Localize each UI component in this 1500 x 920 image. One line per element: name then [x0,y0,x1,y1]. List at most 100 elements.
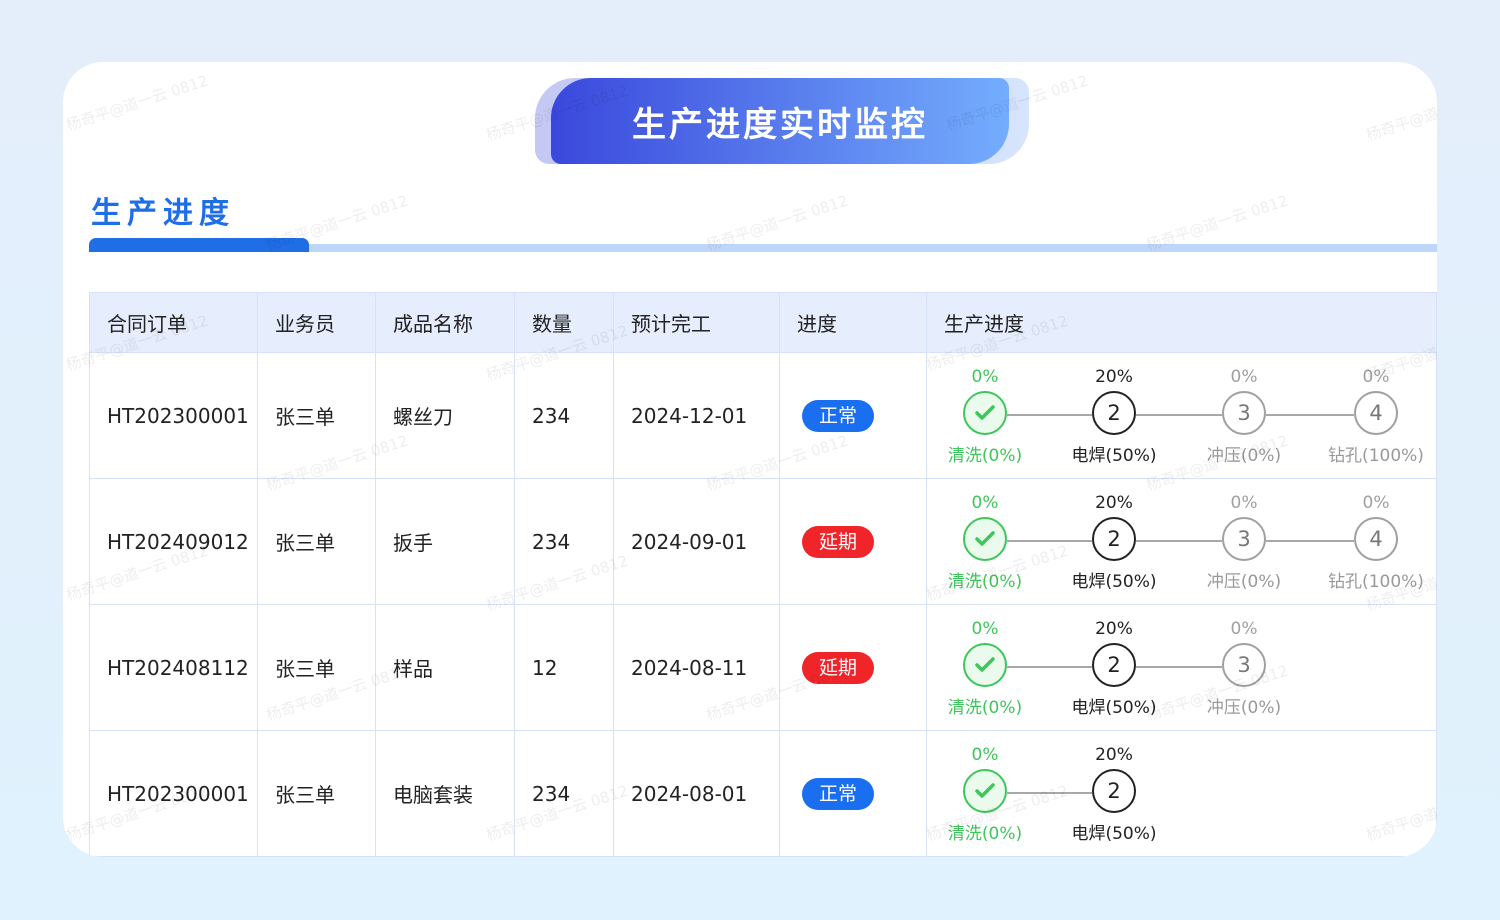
step-percent: 20% [1095,745,1133,765]
col-order: 合同订单 [89,292,258,353]
step-connector [1136,540,1222,542]
step-circle [963,391,1007,435]
step-circle [963,517,1007,561]
step-active: 20% 2 电焊(50%) [1049,367,1179,466]
step-circle: 2 [1092,769,1136,813]
col-product: 成品名称 [375,292,515,353]
check-icon [975,531,995,546]
step-circle: 2 [1092,391,1136,435]
step-circle: 4 [1354,391,1398,435]
step-done: 0% 清洗(0%) [920,493,1050,592]
status-badge: 延期 [802,651,874,684]
step-circle: 4 [1354,517,1398,561]
step-percent: 0% [1362,493,1390,513]
product-name: 螺丝刀 [375,352,515,479]
page-title: 生产进度实时监控 [551,78,1009,164]
check-icon [975,657,995,672]
step-pending: 0% 3 冲压(0%) [1179,367,1309,466]
step-percent: 0% [1230,493,1258,513]
order-number: HT202408112 [89,604,258,731]
status-cell: 正常 [779,730,927,857]
table-row: HT202409012 张三单 扳手 234 2024-09-01 延期 0% … [89,478,1437,605]
step-label: 冲压(0%) [1206,698,1282,718]
step-circle [963,769,1007,813]
due-date: 2024-08-11 [613,604,780,731]
step-percent: 0% [1362,367,1390,387]
check-icon [975,783,995,798]
table-header-row: 合同订单 业务员 成品名称 数量 预计完工 进度 生产进度 [89,292,1437,353]
step-connector [1266,540,1354,542]
product-name: 电脑套装 [375,730,515,857]
step-number: 4 [1369,527,1383,551]
step-label: 清洗(0%) [947,572,1023,592]
step-connector [1136,414,1222,416]
quantity: 234 [514,730,614,857]
step-number: 2 [1107,779,1121,803]
step-active: 20% 2 电焊(50%) [1049,745,1179,844]
status-badge: 正常 [802,399,874,432]
salesperson: 张三单 [257,352,376,479]
step-connector [1136,666,1222,668]
section-divider [89,244,1437,252]
section-title: 生产进度 [91,196,235,231]
step-connector [1007,792,1092,794]
steps-cell: 0% 清洗(0%) 20% 2 电焊(50%) [926,730,1437,857]
steps-cell: 0% 清洗(0%) 20% 2 电焊(50%) 0% 3 冲压(0%) 0% 4 钻孔… [926,478,1437,605]
quantity: 234 [514,478,614,605]
step-percent: 0% [971,493,999,513]
step-done: 0% 清洗(0%) [920,367,1050,466]
watermark: 杨奇平@道一云 0812 [1363,82,1437,145]
step-label: 电焊(50%) [1071,446,1157,466]
step-pending: 0% 4 钻孔(100%) [1311,493,1437,592]
step-label: 钻孔(100%) [1328,446,1424,466]
step-number: 3 [1237,653,1251,677]
step-circle [963,643,1007,687]
step-percent: 0% [971,619,999,639]
product-name: 样品 [375,604,515,731]
step-pending: 0% 3 冲压(0%) [1179,493,1309,592]
step-circle: 3 [1222,643,1266,687]
step-connector [1007,414,1092,416]
step-percent: 20% [1095,493,1133,513]
step-connector [1007,666,1092,668]
status-badge: 正常 [802,777,874,810]
status-cell: 延期 [779,478,927,605]
step-circle: 3 [1222,391,1266,435]
step-number: 3 [1237,401,1251,425]
step-number: 2 [1107,653,1121,677]
step-pending: 0% 3 冲压(0%) [1179,619,1309,718]
step-percent: 0% [971,745,999,765]
step-percent: 0% [1230,619,1258,639]
col-qty: 数量 [514,292,614,353]
main-card: 生产进度实时监控 生产进度 合同订单 业务员 成品名称 数量 预计完工 进度 生… [63,62,1437,857]
col-status: 进度 [779,292,927,353]
progress-table: 合同订单 业务员 成品名称 数量 预计完工 进度 生产进度 HT20230000… [89,292,1437,857]
step-percent: 0% [971,367,999,387]
section-divider-highlight [89,238,309,252]
status-cell: 延期 [779,604,927,731]
col-steps: 生产进度 [926,292,1437,353]
step-active: 20% 2 电焊(50%) [1049,493,1179,592]
step-connector [1007,540,1092,542]
step-label: 电焊(50%) [1071,824,1157,844]
col-sales: 业务员 [257,292,376,353]
step-number: 4 [1369,401,1383,425]
step-circle: 3 [1222,517,1266,561]
due-date: 2024-12-01 [613,352,780,479]
salesperson: 张三单 [257,604,376,731]
step-label: 冲压(0%) [1206,446,1282,466]
step-label: 冲压(0%) [1206,572,1282,592]
step-percent: 0% [1230,367,1258,387]
status-badge: 延期 [802,525,874,558]
step-pending: 0% 4 钻孔(100%) [1311,367,1437,466]
table-row: HT202300001 张三单 螺丝刀 234 2024-12-01 正常 0%… [89,352,1437,479]
step-label: 钻孔(100%) [1328,572,1424,592]
order-number: HT202300001 [89,730,258,857]
due-date: 2024-09-01 [613,478,780,605]
step-percent: 20% [1095,367,1133,387]
step-label: 清洗(0%) [947,446,1023,466]
step-label: 清洗(0%) [947,824,1023,844]
step-circle: 2 [1092,643,1136,687]
due-date: 2024-08-01 [613,730,780,857]
step-number: 2 [1107,527,1121,551]
